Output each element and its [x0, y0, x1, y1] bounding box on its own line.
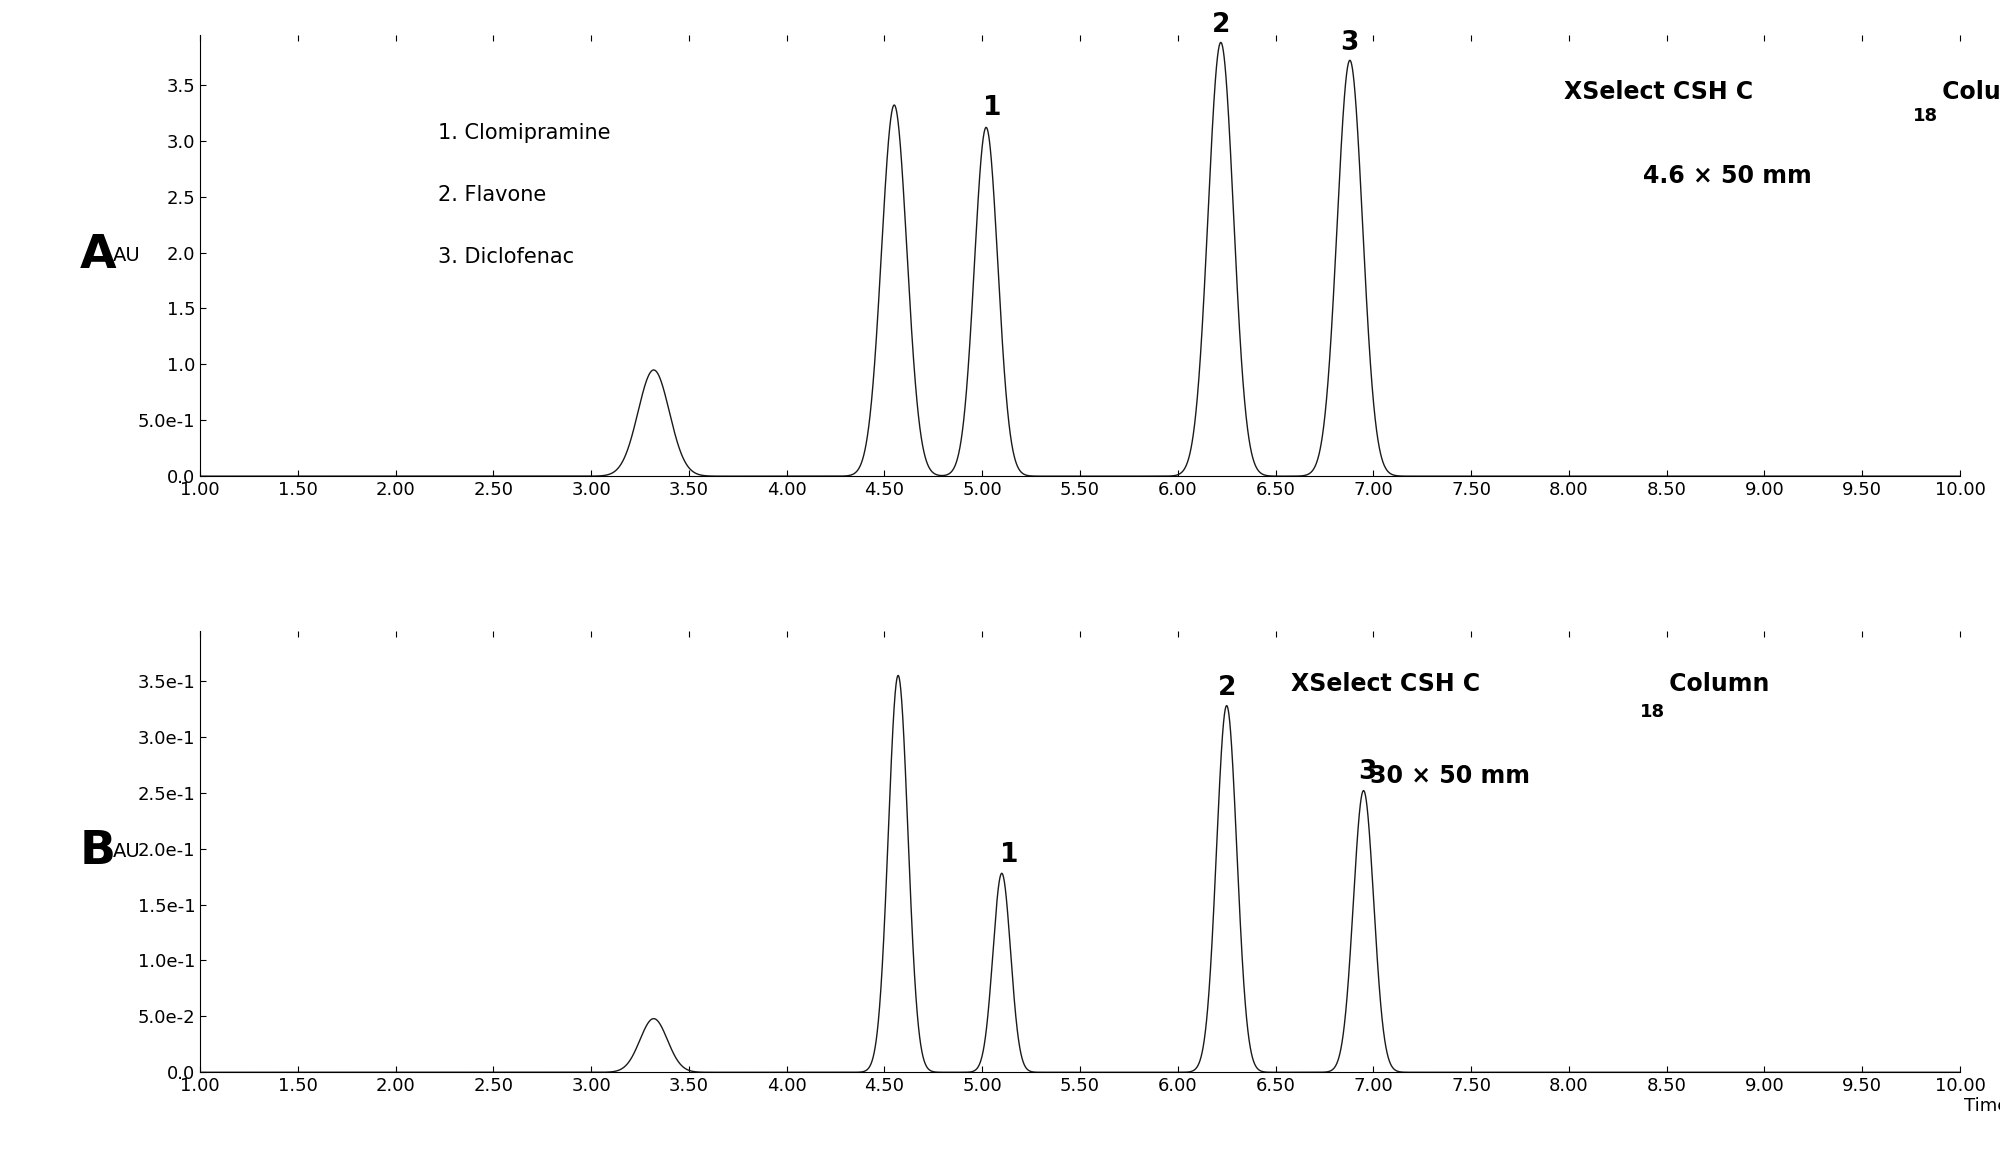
Text: 30 × 50 mm: 30 × 50 mm [1370, 764, 1530, 789]
Text: 1: 1 [982, 95, 1002, 121]
Text: B: B [80, 829, 116, 874]
Text: 3: 3 [1340, 30, 1360, 55]
Text: Column: Column [1660, 672, 1770, 695]
Text: 18: 18 [1640, 703, 1664, 722]
Text: 3. Diclofenac: 3. Diclofenac [438, 247, 574, 266]
Text: Time: Time [1964, 1097, 2000, 1115]
Text: XSelect CSH C: XSelect CSH C [1564, 80, 1754, 104]
Text: 1. Clomipramine: 1. Clomipramine [438, 123, 610, 143]
Text: 18: 18 [1912, 107, 1938, 126]
Text: 2. Flavone: 2. Flavone [438, 184, 546, 205]
Text: 2: 2 [1212, 12, 1230, 38]
Text: XSelect CSH C: XSelect CSH C [1292, 672, 1480, 695]
Text: 4.6 × 50 mm: 4.6 × 50 mm [1644, 164, 1812, 188]
Text: 1: 1 [1000, 842, 1018, 868]
Text: 3: 3 [1358, 759, 1376, 785]
Text: 2: 2 [1218, 676, 1236, 701]
Y-axis label: AU: AU [112, 246, 140, 265]
Text: A: A [80, 233, 116, 278]
Y-axis label: AU: AU [112, 842, 140, 861]
Text: Column: Column [1934, 80, 2000, 104]
